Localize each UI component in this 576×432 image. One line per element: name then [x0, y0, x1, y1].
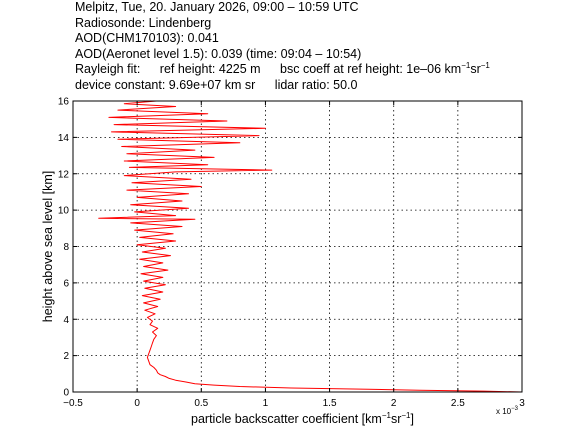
axis-labels: height above sea level [km] particle bac… — [41, 171, 519, 426]
header-rayleigh-label: Rayleigh fit: — [75, 62, 141, 76]
header-device-line: device constant: 9.69e+07 km sr lidar ra… — [75, 78, 570, 94]
x-tick-label: 3 — [519, 398, 525, 409]
x-tick-label: 1.5 — [323, 398, 337, 409]
header-rayleigh-line: Rayleigh fit: ref height: 4225 m bsc coe… — [75, 60, 570, 78]
header-lidar-ratio: lidar ratio: 50.0 — [274, 77, 358, 92]
chart-header: Melpitz, Tue, 20. January 2026, 09:00 – … — [75, 0, 570, 93]
y-tick-label: 6 — [63, 278, 69, 289]
y-axis-label: height above sea level [km] — [41, 171, 55, 322]
grid-lines — [73, 101, 522, 392]
header-device-constant: device constant: 9.69e+07 km sr — [75, 77, 256, 92]
x-tick-label: 2 — [391, 398, 397, 409]
y-tick-label: 12 — [58, 169, 70, 180]
y-tick-label: 16 — [58, 97, 70, 108]
y-tick-label: 4 — [63, 315, 69, 326]
axes-frame — [72, 100, 523, 393]
x-tick-label: 2.5 — [451, 398, 465, 409]
header-bsc-coeff: bsc coeff at ref height: 1e–06 km−1sr−1 — [280, 60, 490, 76]
x-tick-label: 0 — [134, 398, 140, 409]
y-tick-label: 10 — [58, 206, 70, 217]
x-scale-multiplier: x 10−3 — [496, 406, 519, 416]
header-aod-aeronet: AOD(Aeronet level 1.5): 0.039 (time: 09:… — [75, 46, 362, 61]
data-layer — [98, 100, 523, 393]
backscatter-profile-line — [98, 100, 523, 393]
header-title: Melpitz, Tue, 20. January 2026, 09:00 – … — [75, 0, 359, 14]
x-tick-label: −0.5 — [63, 398, 83, 409]
x-tick-label: 1 — [263, 398, 269, 409]
header-ref-height: ref height: 4225 m — [159, 62, 261, 76]
header-aod-chm: AOD(CHM170103): 0.041 — [75, 31, 219, 45]
y-tick-label: 2 — [63, 351, 69, 362]
y-tick-label: 8 — [63, 242, 69, 253]
x-axis-label: particle backscatter coefficient [km−1sr… — [191, 411, 414, 426]
y-tick-label: 0 — [63, 388, 69, 399]
x-tick-label: 0.5 — [194, 398, 208, 409]
y-tick-label: 14 — [58, 133, 70, 144]
header-radiosonde: Radiosonde: Lindenberg — [75, 15, 212, 30]
